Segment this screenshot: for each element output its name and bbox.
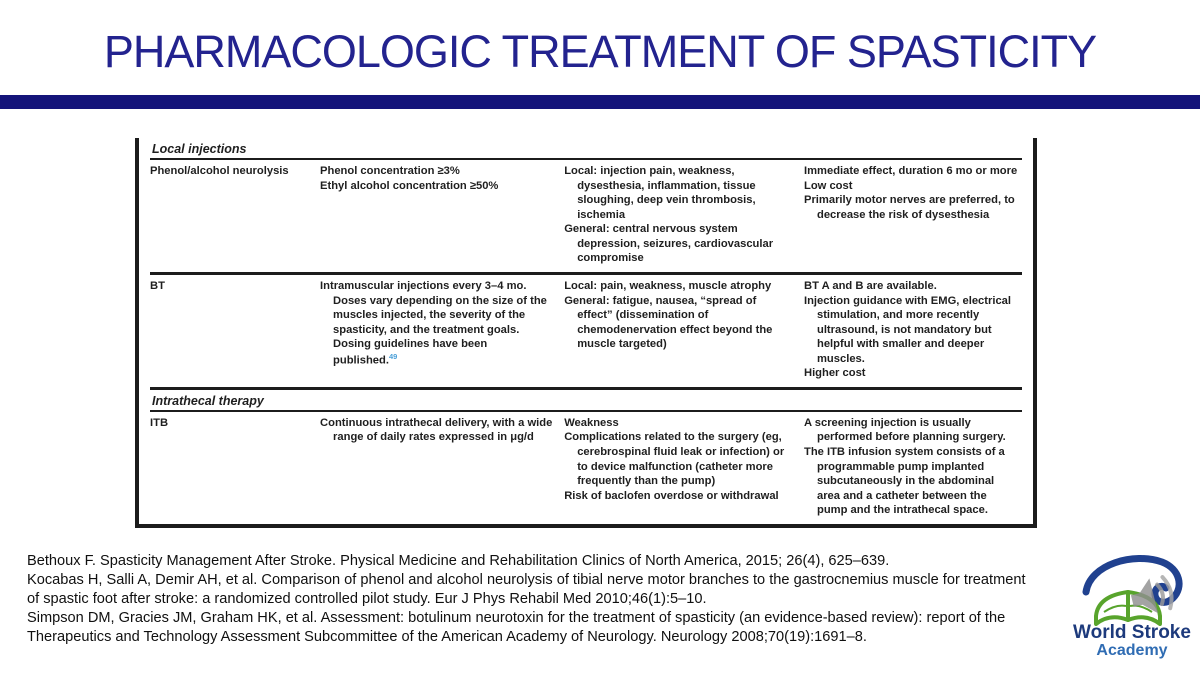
table-row: ITB Continuous intrathecal delivery, with… [150, 412, 1022, 524]
adverse-effects-cell: Weakness Complications related to the sur… [564, 416, 785, 502]
reference-item: Bethoux F. Spasticity Management After S… [27, 553, 890, 569]
logo-text-academy: Academy [1096, 642, 1168, 659]
table-row: Phenol/alcohol neurolysis Phenol concentr… [150, 160, 1022, 275]
treatment-name-cell: Phenol/alcohol neurolysis [150, 165, 289, 177]
swoosh-arc-icon [1082, 555, 1183, 606]
page-title: PHARMACOLOGIC TREATMENT OF SPASTICITY [103, 26, 1097, 77]
adverse-effects-cell: Local: pain, weakness, muscle atrophy Gen… [564, 279, 773, 351]
comments-cell: Immediate effect, duration 6 mo or more L… [803, 165, 1018, 221]
comments-cell: A screening injection is usually perform… [803, 416, 1006, 517]
dosing-cell: Intramuscular injections every 3–4 mo. D… [320, 279, 547, 367]
reference-item: Simpson DM, Gracies JM, Graham HK, et al… [27, 610, 1006, 645]
reference-item: Kocabas H, Salli A, Demir AH, et al. Com… [27, 572, 1026, 607]
title-divider-bar [0, 95, 1200, 109]
treatment-name-cell: ITB [150, 416, 169, 429]
adverse-effects-cell: Local: injection pain, weakness, dysesth… [564, 165, 774, 265]
references: Bethoux F. Spasticity Management After S… [27, 552, 1041, 647]
treatment-table-body: Local injections Phenol/alcohol neurolysi… [150, 138, 1022, 524]
logo-text-world-stroke: World Stroke [1073, 622, 1191, 643]
logo-emblem-icon [1082, 555, 1183, 626]
table-section-header: Local injections [150, 138, 1022, 160]
speaker-icon[interactable] [1124, 566, 1182, 628]
dosing-cell: Phenol concentration ≥3% Ethyl alcohol co… [320, 165, 499, 192]
treatment-name-cell: BT [150, 279, 165, 292]
world-stroke-academy-logo: World Stroke Academy [1066, 550, 1198, 660]
treatment-table: Local injections Phenol/alcohol neurolysi… [135, 138, 1037, 528]
citation-superscript: 49 [388, 351, 398, 361]
table-section-header: Intrathecal therapy [150, 390, 1022, 412]
comments-cell: BT A and B are available. Injection guida… [803, 279, 1011, 380]
dosing-cell: Continuous intrathecal delivery, with a … [320, 416, 553, 444]
table-row: BT Intramuscular injections every 3–4 mo.… [150, 275, 1022, 390]
